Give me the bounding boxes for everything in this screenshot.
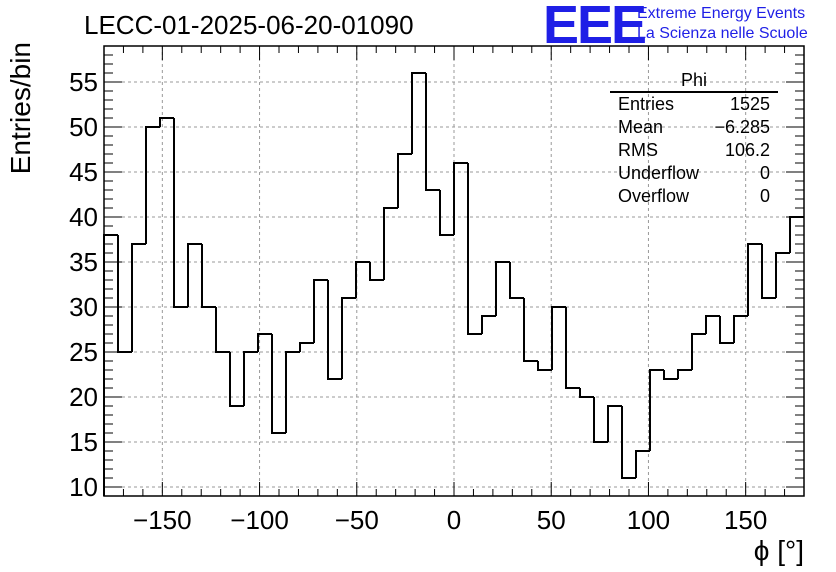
histogram-bin	[719, 316, 734, 344]
logo-caption-line2: La Scienza nelle Scuole	[637, 25, 808, 42]
y-tick-label: 45	[69, 157, 98, 187]
x-tick-label: −50	[335, 505, 379, 535]
stats-label: Underflow	[618, 163, 700, 183]
x-tick-label: 0	[447, 505, 461, 535]
histogram-bin	[747, 243, 762, 316]
stats-row-rms: RMS 106.2	[610, 139, 778, 162]
histogram-bin	[761, 244, 776, 299]
x-tick-label: 100	[627, 505, 670, 535]
stats-label: Mean	[618, 117, 664, 137]
histogram-bin	[201, 244, 216, 308]
histogram-bin	[327, 280, 342, 380]
histogram-bin	[257, 333, 272, 352]
y-tick-label: 20	[69, 382, 98, 412]
histogram-bin	[117, 235, 132, 353]
stats-row-underflow: Underflow 0	[610, 162, 778, 185]
histogram-bin	[635, 450, 650, 478]
histogram-bin	[187, 243, 202, 307]
histogram-bin	[285, 351, 300, 433]
stats-row-mean: Mean −6.285	[610, 116, 778, 139]
histogram-bin	[369, 262, 384, 281]
histogram-bin	[733, 315, 748, 343]
histogram-bin	[313, 279, 328, 343]
histogram-bin	[495, 261, 510, 316]
y-axis-label: Entries/bin	[5, 42, 36, 174]
stats-row-overflow: Overflow 0	[610, 185, 778, 208]
chart-title: LECC-01-2025-06-20-01090	[84, 10, 414, 40]
histogram-bin	[691, 333, 706, 370]
x-tick-label: −100	[230, 505, 289, 535]
histogram-bin	[649, 369, 664, 451]
histogram-bin	[159, 117, 174, 127]
x-tick-label: −150	[133, 505, 192, 535]
stats-label: Overflow	[618, 186, 690, 206]
stats-value: 0	[759, 163, 770, 183]
x-axis-label: ϕ [°]	[754, 535, 804, 566]
histogram-bin	[565, 307, 580, 389]
histogram-bin	[425, 73, 440, 191]
histogram-bin	[229, 352, 244, 407]
stats-value: 0	[759, 186, 770, 206]
y-tick-label: 50	[69, 112, 98, 142]
y-tick-label: 30	[69, 292, 98, 322]
stats-label: RMS	[618, 140, 658, 160]
stats-value: 106.2	[724, 140, 770, 160]
histogram-bin	[523, 298, 538, 362]
histogram-bin	[677, 369, 692, 379]
stats-row-entries: Entries 1525	[610, 93, 778, 116]
histogram-bin	[481, 315, 496, 334]
x-tick-label: 150	[724, 505, 767, 535]
logo-caption-line1: Extreme Energy Events	[637, 5, 806, 22]
histogram-bin	[621, 406, 636, 479]
histogram-bin	[173, 118, 188, 308]
histogram-bin	[607, 405, 622, 442]
y-tick-label: 35	[69, 247, 98, 277]
histogram-bin	[467, 163, 482, 335]
y-tick-label: 10	[69, 472, 98, 502]
stats-title: Phi	[610, 69, 778, 93]
histogram-bin	[131, 243, 146, 352]
histogram-bin	[383, 207, 398, 280]
histogram-bin	[145, 126, 160, 244]
stats-value: −6.285	[714, 117, 770, 137]
stats-label: Entries	[618, 94, 675, 114]
x-tick-label: 50	[537, 505, 566, 535]
histogram-bin	[397, 153, 412, 208]
histogram-bin	[453, 162, 468, 235]
histogram-bin	[299, 342, 314, 352]
histogram-bin	[663, 370, 678, 380]
histogram-bin	[355, 261, 370, 298]
histogram-bin	[271, 334, 286, 434]
histogram-bin	[537, 361, 552, 371]
histogram-bin	[341, 297, 356, 379]
histogram-bin	[705, 315, 720, 334]
histogram-bin	[509, 262, 524, 299]
histogram-bin	[243, 351, 258, 406]
histogram-bin	[103, 234, 118, 496]
histogram-bin	[593, 397, 608, 443]
stats-value: 1525	[729, 94, 770, 114]
histogram-bin	[775, 252, 790, 298]
histogram-bin	[439, 190, 454, 236]
stats-box: Phi Entries 1525 Mean −6.285 RMS 106.2 U…	[610, 69, 778, 208]
logo-caption: Extreme Energy Events La Scienza nelle S…	[637, 4, 808, 44]
histogram-bin	[411, 72, 426, 154]
y-tick-label: 25	[69, 337, 98, 367]
histogram-bin	[579, 388, 594, 398]
histogram-bin	[215, 307, 230, 353]
y-tick-label: 40	[69, 202, 98, 232]
y-tick-label: 15	[69, 427, 98, 457]
y-tick-label: 55	[69, 67, 98, 97]
histogram-bin	[551, 306, 566, 370]
